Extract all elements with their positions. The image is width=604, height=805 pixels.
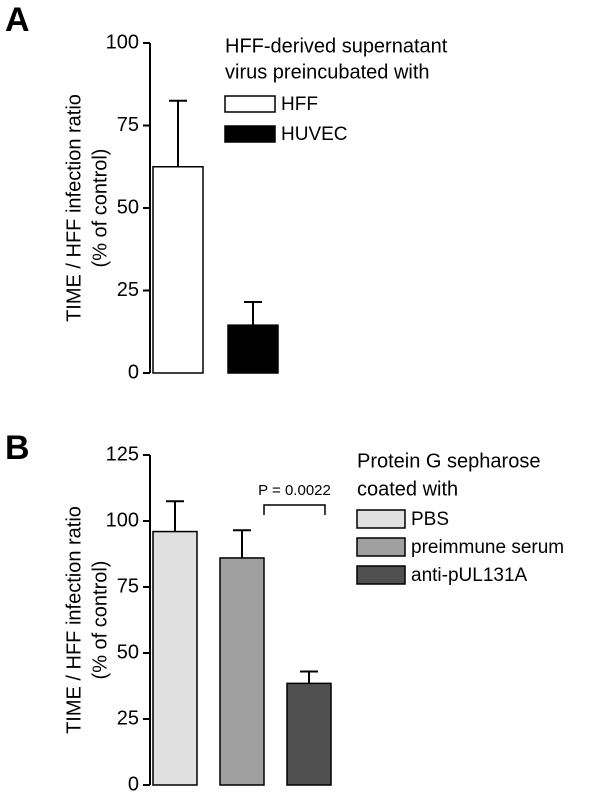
y-tick-label: 25 <box>117 279 139 301</box>
bar <box>227 324 279 374</box>
legend-label: PBS <box>411 509 449 530</box>
bar <box>152 530 198 786</box>
y-tick-label: 0 <box>128 361 139 383</box>
legend-swatch <box>356 537 406 557</box>
y-tick-label: 0 <box>128 773 139 795</box>
legend-swatch <box>224 125 276 143</box>
y-tick-label: 25 <box>117 707 139 729</box>
bar <box>286 682 332 786</box>
y-tick-label: 75 <box>117 114 139 136</box>
bar <box>219 557 265 786</box>
panel-label: A <box>5 1 30 39</box>
legend-title: HFF-derived supernatant <box>225 35 448 57</box>
legend-swatch <box>356 565 406 585</box>
y-axis-label: (% of control) <box>89 149 111 268</box>
y-axis-label: (% of control) <box>89 561 111 680</box>
legend-swatch <box>224 95 276 113</box>
y-tick-label: 50 <box>117 196 139 218</box>
legend-swatch <box>356 509 406 529</box>
legend-title: virus preincubated with <box>225 61 430 83</box>
legend-title: Protein G sepharose <box>357 450 540 472</box>
legend-label: anti-pUL131A <box>411 565 528 586</box>
panel-label: B <box>5 429 30 467</box>
y-axis-label: TIME / HFF infection ratio <box>63 94 85 322</box>
annotation: P = 0.0022 <box>258 482 331 499</box>
y-axis-label: TIME / HFF infection ratio <box>63 506 85 734</box>
legend-label: HUVEC <box>281 124 348 145</box>
y-tick-label: 100 <box>106 509 139 531</box>
significance-bracket <box>263 504 326 515</box>
legend-title: coated with <box>357 478 458 500</box>
legend-label: HFF <box>281 94 318 115</box>
y-tick-label: 75 <box>117 575 139 597</box>
y-tick-label: 50 <box>117 641 139 663</box>
bar <box>152 166 204 374</box>
y-tick-label: 100 <box>106 31 139 53</box>
legend-label: preimmune serum <box>411 537 564 558</box>
y-tick-label: 125 <box>106 443 139 465</box>
